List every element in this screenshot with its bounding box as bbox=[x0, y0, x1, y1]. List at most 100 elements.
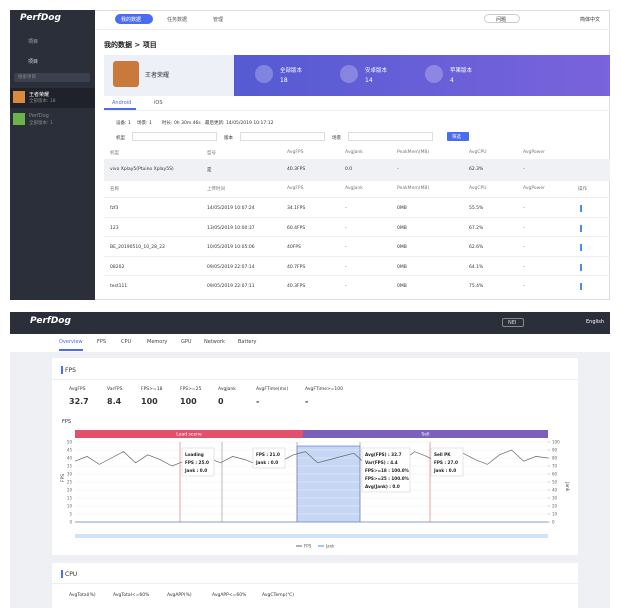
table-cell: 123 bbox=[110, 225, 119, 231]
tooltip-line: FPS>=25 : 100.0% bbox=[365, 476, 410, 481]
help-btn[interactable] bbox=[484, 14, 520, 23]
filter-label: 机型 bbox=[116, 136, 125, 141]
sidebar-item[interactable]: 项目 bbox=[28, 39, 39, 45]
project-sub: 全部版本: 18 bbox=[29, 99, 56, 104]
table-cell: 08202 bbox=[110, 264, 125, 270]
filter-button[interactable] bbox=[447, 132, 469, 141]
y2-tick-label: 0 bbox=[552, 520, 555, 525]
table-header: 机型 bbox=[110, 151, 119, 156]
table-cell: - bbox=[345, 264, 347, 270]
y-tick-label: 35 bbox=[67, 464, 73, 469]
row-action[interactable] bbox=[580, 244, 582, 251]
tab[interactable]: Overview bbox=[59, 339, 83, 345]
y2-axis-label: Jank bbox=[564, 481, 570, 492]
row-action[interactable] bbox=[580, 205, 582, 212]
language[interactable]: English bbox=[586, 319, 605, 325]
row-action[interactable] bbox=[580, 224, 582, 232]
row-header: AvgCPU bbox=[469, 186, 487, 191]
scrollbar bbox=[75, 534, 548, 538]
y-tick-label: 30 bbox=[67, 472, 73, 477]
y-tick-label: 5 bbox=[69, 512, 72, 517]
y-tick-label: 45 bbox=[67, 448, 73, 453]
tab[interactable]: Android bbox=[112, 100, 132, 106]
tooltip-line: FPS : 21.0 bbox=[256, 452, 280, 457]
row-action[interactable] bbox=[580, 283, 582, 290]
tab[interactable]: iOS bbox=[154, 100, 163, 106]
tab[interactable]: GPU bbox=[181, 339, 192, 345]
selection bbox=[296, 445, 361, 523]
table-cell: 40.7FPS bbox=[287, 264, 306, 270]
stat-label: AvgCTemp(℃) bbox=[262, 593, 295, 598]
region-band bbox=[303, 430, 548, 438]
stat-label: AvgAPP<=60% bbox=[212, 593, 247, 598]
tooltip-line: FPS : 27.0 bbox=[434, 460, 458, 465]
nav-item[interactable]: 我的数据 bbox=[121, 17, 142, 23]
title-bar bbox=[61, 570, 63, 578]
table-cell: 09/05/2019 22:07:14 bbox=[207, 264, 255, 270]
search-placeholder: 搜索项目 bbox=[18, 75, 36, 80]
sidebar-item[interactable]: 项目 bbox=[28, 59, 39, 65]
banner-value: 14 bbox=[365, 77, 373, 84]
summary-item: 场景: 1 bbox=[137, 121, 152, 126]
table-cell: 13/05/2019 10:00:37 bbox=[207, 225, 255, 231]
tab[interactable]: FPS bbox=[97, 339, 107, 345]
breadcrumb: 我的数据 > 项目 bbox=[104, 41, 157, 49]
nav-active[interactable] bbox=[115, 14, 153, 24]
filter-select[interactable] bbox=[240, 132, 325, 141]
banner-icon bbox=[340, 65, 358, 83]
device-row bbox=[104, 159, 610, 181]
y2-tick-label: 30 bbox=[552, 496, 558, 501]
filter-button-text[interactable]: 筛选 bbox=[452, 134, 461, 140]
table-cell: 14/05/2019 10:07:24 bbox=[207, 206, 255, 211]
y2-tick-label: 80 bbox=[552, 456, 558, 461]
chart-label: FPS bbox=[62, 419, 72, 425]
row-action[interactable] bbox=[580, 263, 582, 271]
project-name[interactable]: 王者荣耀 bbox=[29, 92, 50, 98]
series-line bbox=[74, 449, 549, 467]
table-cell: 0MB bbox=[397, 264, 407, 270]
table-cell: fzf3 bbox=[110, 206, 119, 211]
region-label: Load scene bbox=[176, 432, 202, 438]
y2-tick-label: 10 bbox=[552, 512, 558, 517]
y2-tick-label: 60 bbox=[552, 472, 558, 477]
tooltip-line: FPS : 25.0 bbox=[185, 460, 209, 465]
table-cell: 40.3FPS bbox=[287, 284, 306, 289]
table-cell: 10/05/2019 10:05:06 bbox=[207, 245, 255, 250]
y2-tick-label: 90 bbox=[552, 448, 558, 453]
nav-item[interactable]: 任务数据 bbox=[167, 17, 188, 23]
nav-item[interactable]: 管理 bbox=[213, 17, 224, 23]
help-text[interactable]: 问题 bbox=[496, 16, 507, 23]
project-name[interactable]: PerfDog bbox=[29, 113, 49, 119]
table-cell: 62.6% bbox=[469, 245, 484, 250]
filter-label: 场景 bbox=[332, 136, 341, 141]
stat-value: 0 bbox=[218, 397, 224, 406]
device-cell: 是 bbox=[207, 168, 212, 173]
project-sub: 全部版本: 1 bbox=[29, 121, 53, 126]
tab[interactable]: Memory bbox=[147, 339, 168, 345]
language[interactable]: 简体中文 bbox=[580, 17, 601, 23]
tab[interactable]: CPU bbox=[121, 339, 132, 345]
tooltip-line: Avg(Jank) : 0.0 bbox=[365, 484, 400, 489]
row-rule bbox=[104, 216, 610, 218]
tooltip-line: Jank : 0.0 bbox=[433, 468, 456, 473]
table-cell: 0MB bbox=[397, 245, 407, 250]
tab[interactable]: Battery bbox=[238, 339, 257, 345]
logo: PerfDog bbox=[30, 316, 71, 326]
nei-text[interactable]: NEI bbox=[508, 319, 517, 326]
filter-select[interactable] bbox=[348, 132, 433, 141]
stat-label: AvgFPS bbox=[69, 387, 86, 392]
legend-label: Jank bbox=[325, 544, 335, 549]
table-header: AvgFPS bbox=[287, 150, 304, 155]
y2-tick-label: 100 bbox=[552, 440, 560, 445]
filter-select[interactable] bbox=[132, 132, 217, 141]
table-cell: 0MB bbox=[397, 225, 407, 231]
tooltip-line: Var(FPS) : 4.4 bbox=[365, 460, 398, 465]
tab[interactable]: Network bbox=[204, 339, 225, 345]
table-cell: - bbox=[345, 225, 347, 231]
row-header: AvgPower bbox=[523, 186, 545, 191]
table-cell: 75.4% bbox=[469, 284, 484, 289]
nei-btn[interactable] bbox=[502, 318, 524, 327]
project-icon bbox=[13, 91, 25, 103]
tabbar bbox=[10, 334, 610, 352]
